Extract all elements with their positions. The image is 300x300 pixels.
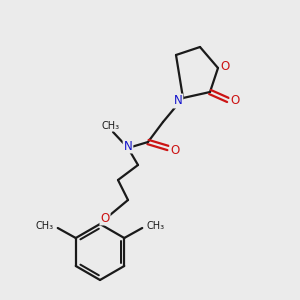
Text: N: N xyxy=(174,94,182,107)
Text: N: N xyxy=(124,140,132,152)
Text: CH₃: CH₃ xyxy=(146,221,164,231)
Text: CH₃: CH₃ xyxy=(36,221,54,231)
Text: O: O xyxy=(220,59,230,73)
Text: O: O xyxy=(170,145,180,158)
Text: CH₃: CH₃ xyxy=(102,121,120,131)
Text: O: O xyxy=(100,212,109,224)
Text: O: O xyxy=(230,94,240,106)
